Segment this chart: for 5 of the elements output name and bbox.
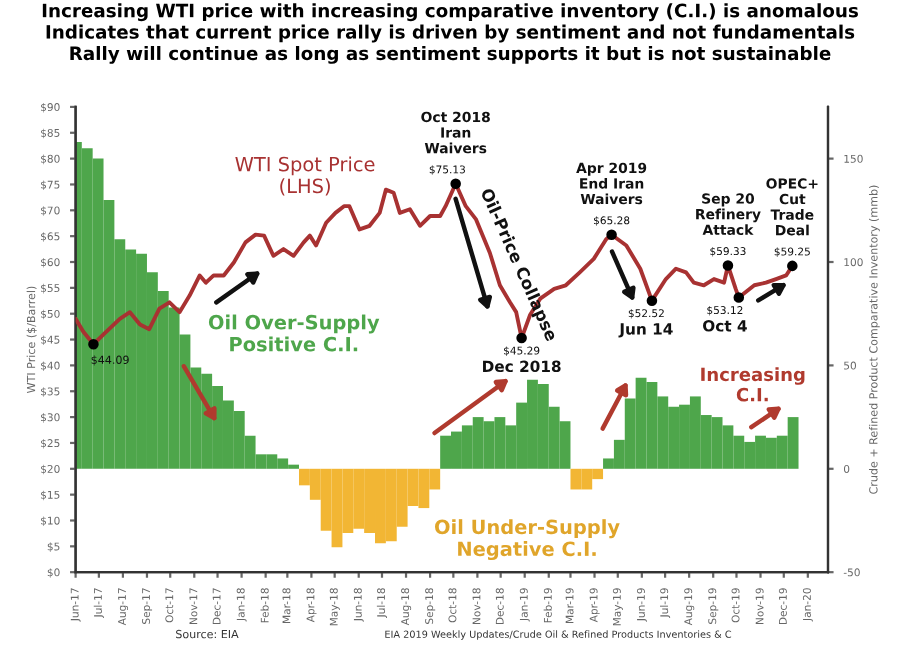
annotation: Increasing C.I. bbox=[701, 367, 805, 402]
series-label: WTI Spot Price (LHS) bbox=[235, 156, 375, 196]
chart-title: Increasing WTI price with increasing comparative inventory (C.I.) is anomalous Indicates that current price rally is driven by sentiment and not fundamentals Rally will continue as long as sentiment supports it but is not sustainable bbox=[42, 3, 858, 64]
annotation: Oil Over-Supply Positive C.I. bbox=[208, 314, 380, 352]
annotation: Oil Under-Supply Negative C.I. bbox=[434, 519, 620, 561]
